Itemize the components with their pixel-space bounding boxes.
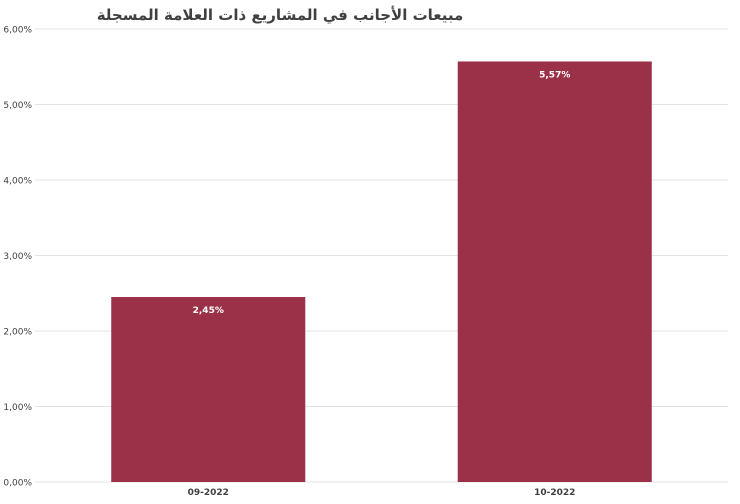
x-tick-label: 10-2022 [534, 488, 575, 498]
y-tick-label: 4,00% [3, 177, 32, 187]
chart-title: مبيعات الأجانب في المشاريع ذات العلامة ا… [96, 6, 464, 24]
y-tick-label: 2,00% [3, 328, 32, 338]
y-tick-label: 3,00% [3, 252, 32, 262]
data-label: 2,45% [193, 306, 224, 316]
bar [111, 297, 306, 482]
y-tick-label: 5,00% [3, 101, 32, 111]
bar [457, 61, 652, 483]
y-tick-label: 1,00% [3, 403, 32, 413]
y-tick-label: 0,00% [3, 479, 32, 489]
x-tick-label: 09-2022 [188, 488, 229, 498]
data-label: 5,57% [539, 70, 570, 80]
y-tick-label: 6,00% [3, 26, 32, 36]
